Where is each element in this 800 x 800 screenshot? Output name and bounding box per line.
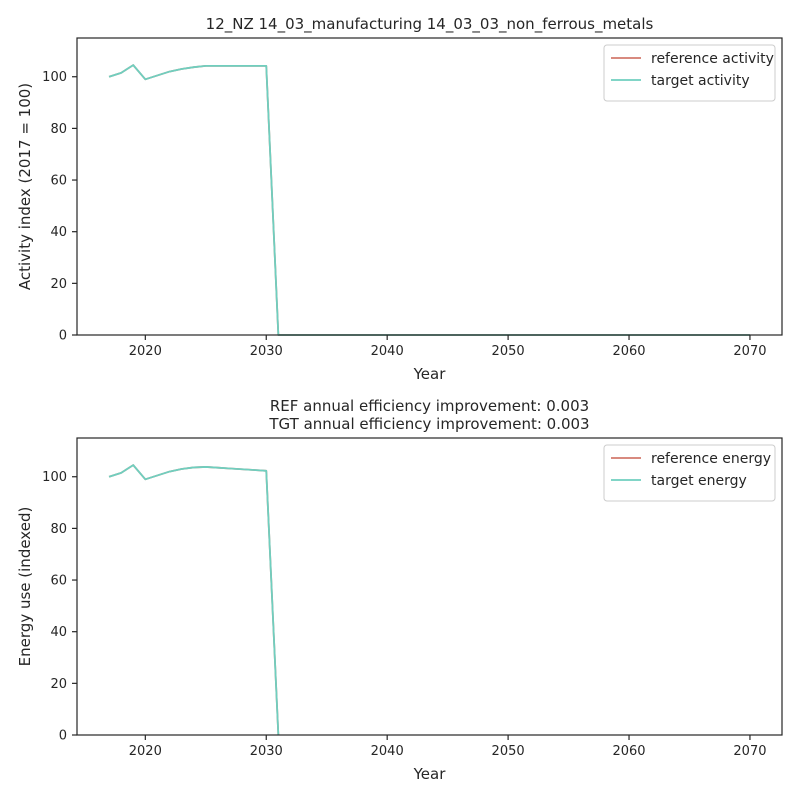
y-tick-label: 20 <box>50 277 67 292</box>
x-tick-label: 2060 <box>612 344 645 359</box>
x-axis-label: Year <box>413 365 447 383</box>
legend-box <box>603 44 776 102</box>
y-tick-label: 100 <box>42 470 67 485</box>
y-tick-label: 40 <box>50 625 67 640</box>
x-tick-label: 2020 <box>129 744 162 759</box>
x-axis-label: Year <box>413 765 447 783</box>
x-tick-label: 2020 <box>129 344 162 359</box>
y-tick-label: 0 <box>59 729 67 744</box>
chart-title: REF annual efficiency improvement: 0.003 <box>270 397 589 415</box>
energy-chart: 2020 2030 2040 2050 2060 2070020406080100Year… <box>16 397 783 783</box>
y-tick-label: 60 <box>50 174 67 189</box>
y-tick-label: 0 <box>59 329 67 344</box>
x-tick-label: 2050 <box>492 744 525 759</box>
x-tick-label: 2030 <box>250 344 283 359</box>
legend-entry-label: reference activity <box>651 51 774 67</box>
legend-entry-label: reference energy <box>651 451 771 467</box>
y-tick-label: 80 <box>50 522 67 537</box>
legend-entry-label: target activity <box>651 73 750 89</box>
x-tick-label: 2030 <box>250 744 283 759</box>
legend-box <box>603 444 776 502</box>
x-tick-label: 2040 <box>371 744 404 759</box>
x-tick-label: 2070 <box>733 744 766 759</box>
legend-entry-label: target energy <box>651 473 747 489</box>
plot-frame <box>76 37 783 336</box>
x-tick-label: 2040 <box>371 344 404 359</box>
x-tick-label: 2050 <box>492 344 525 359</box>
plot-frame <box>76 437 783 736</box>
y-tick-label: 20 <box>50 677 67 692</box>
x-tick-label: 2060 <box>612 744 645 759</box>
chart-subtitle: TGT annual efficiency improvement: 0.003 <box>268 415 589 433</box>
y-tick-label: 60 <box>50 574 67 589</box>
series-line-target-energy <box>108 464 280 736</box>
chart-title: 12_NZ 14_03_manufacturing 14_03_03_non_f… <box>206 15 654 34</box>
y-tick-label: 40 <box>50 225 67 240</box>
y-tick-label: 100 <box>42 70 67 85</box>
activity-chart: 2020 2030 2040 2050 2060 2070020406080100Year… <box>16 15 783 383</box>
y-axis-label: Energy use (indexed) <box>16 507 34 667</box>
y-axis-label: Activity index (2017 = 100) <box>16 83 34 290</box>
y-tick-label: 80 <box>50 122 67 137</box>
x-tick-label: 2070 <box>733 344 766 359</box>
